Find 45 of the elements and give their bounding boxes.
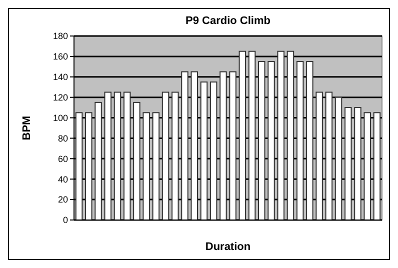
y-tick-label: 40: [58, 174, 68, 184]
bar: [220, 71, 227, 220]
bar: [258, 61, 266, 220]
chart-title: P9 Cardio Climb: [186, 15, 271, 27]
bar: [104, 92, 112, 220]
bar: [344, 107, 352, 220]
bar: [238, 50, 246, 220]
bar: [85, 112, 92, 220]
x-axis-title: Duration: [205, 241, 251, 253]
bar: [296, 61, 304, 220]
bar: [364, 112, 371, 220]
y-tick-label: 160: [52, 52, 68, 62]
bar: [373, 112, 381, 220]
y-tick-label: 60: [58, 154, 68, 164]
bar: [172, 92, 179, 220]
y-tick-label: 20: [58, 194, 68, 205]
bar: [354, 107, 362, 220]
bar: [142, 112, 150, 220]
bar: [248, 50, 256, 220]
y-tick-label: 0: [62, 215, 68, 226]
y-axis-title: BPM: [21, 116, 33, 140]
bar: [190, 71, 198, 220]
bar: [114, 92, 122, 220]
y-tick-label: 180: [52, 31, 68, 42]
bar: [200, 82, 208, 220]
bar: [277, 50, 284, 220]
bar: [316, 92, 323, 220]
bar: [325, 92, 333, 220]
bar: [306, 61, 314, 220]
bar: [229, 71, 236, 220]
bar: [75, 112, 83, 220]
bar: [133, 102, 140, 220]
bar: [123, 92, 131, 220]
bar: [210, 82, 218, 220]
bar: [152, 112, 160, 220]
y-tick-label: 120: [52, 92, 68, 102]
y-tick-label: 100: [52, 112, 68, 123]
bar: [181, 71, 188, 220]
y-tick-label: 80: [58, 133, 68, 144]
y-tick-label: 140: [52, 72, 68, 82]
bar: [268, 61, 275, 220]
bar: [286, 50, 294, 220]
bar: [162, 92, 170, 220]
bar: [334, 96, 342, 220]
bar: [94, 102, 102, 220]
